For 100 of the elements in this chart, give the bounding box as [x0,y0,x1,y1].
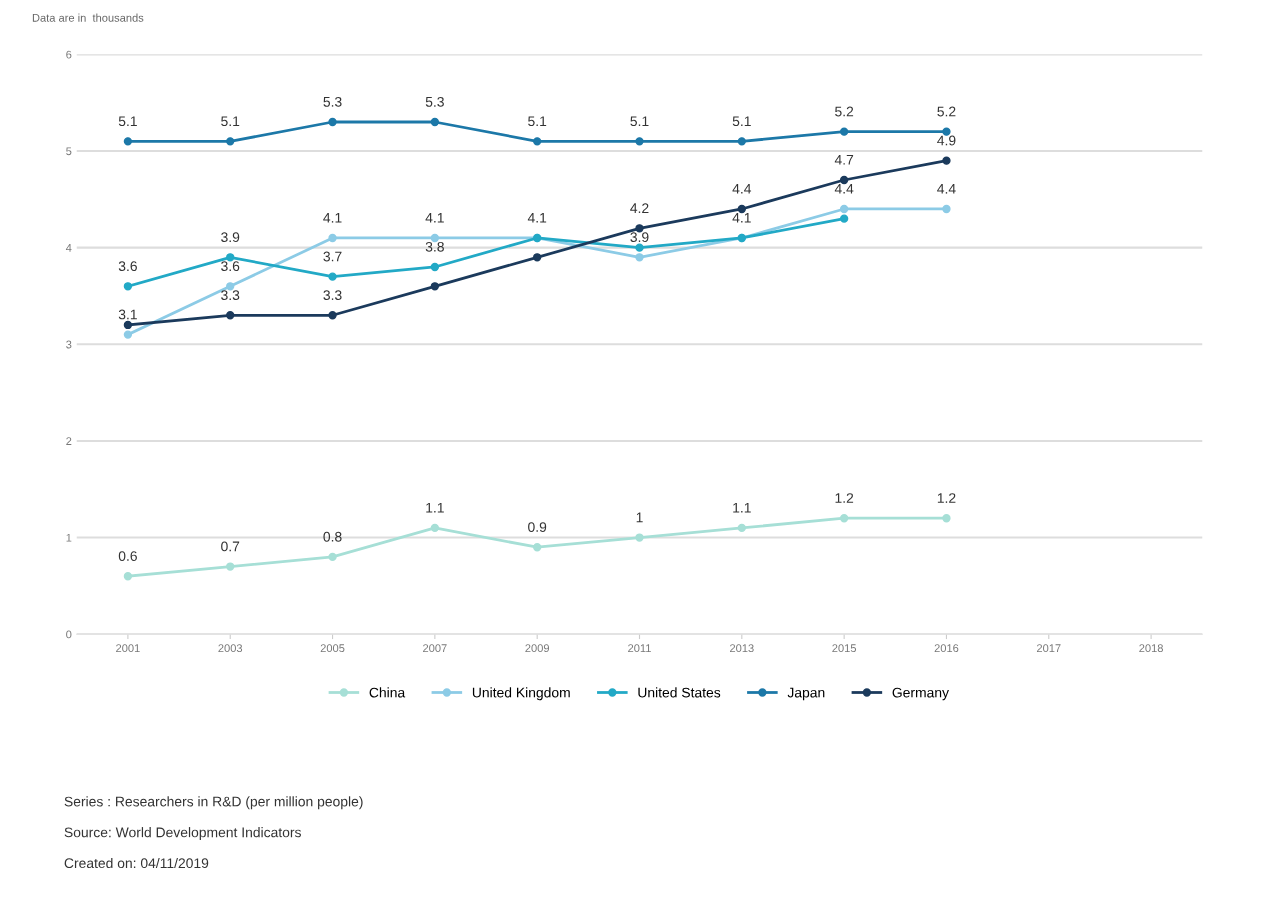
data-label: 0.7 [221,541,240,552]
point [328,272,337,281]
point [737,523,746,533]
data-label: 0.8 [323,531,342,542]
point [430,262,440,272]
point [533,543,542,552]
point [635,253,644,262]
point [839,127,849,136]
x-tick-label: 2016 [934,644,959,653]
point [533,137,542,146]
x-tick-label: 2009 [525,644,550,653]
text: Series : Researchers in R&D (per million people) [64,796,363,810]
y-tick-label: 5 [66,147,72,156]
data-label: 1.1 [426,502,444,513]
data-label: 4.7 [834,155,854,165]
point [328,552,337,562]
x-tick-label: 2013 [730,644,754,653]
data-label: 4.4 [834,184,854,194]
data-label: 1.1 [733,502,751,513]
data-label: 5.2 [937,106,956,117]
data-label: 4.4 [732,184,752,194]
point [328,233,337,243]
data-label: 3.3 [323,290,342,301]
point [123,330,133,339]
x-tick-label: 2011 [628,644,651,653]
point [533,253,542,262]
data-label: 3.8 [425,241,444,252]
data-label: 5.2 [835,106,854,117]
point [430,282,440,291]
data-label: 4.9 [937,135,956,146]
point [942,156,951,165]
x-tick-label: 2007 [423,644,447,653]
point [226,311,235,320]
data-label: 4.2 [630,203,649,213]
point [635,243,644,252]
data-label: 5.1 [118,116,137,127]
data-label: 5.3 [323,96,342,107]
x-tick-label: 2001 [116,644,140,653]
point [839,175,849,185]
data-label: 0.6 [118,551,137,561]
point [839,514,849,523]
y-tick-label: 6 [66,50,72,59]
y-tick-label: 0 [66,630,72,639]
point [123,137,133,146]
data-label: 3.6 [118,261,137,272]
point [635,533,644,542]
legend-label: United Kingdom [472,687,570,701]
data-label: 3.6 [221,261,240,272]
data-label: 5.1 [630,116,649,127]
text: Created on: 04/11/2019 [64,857,209,869]
y-tick-label: 1 [66,533,72,542]
x-tick-label: 2015 [832,644,857,653]
data-label: 3.7 [323,251,342,262]
y-tick-label: 3 [66,340,72,349]
data-label: 5.1 [528,116,547,127]
x-tick-label: 2018 [1139,644,1163,653]
point [328,117,337,127]
point [839,214,849,223]
y-tick-label: 4 [65,244,72,252]
point [430,523,440,533]
data-label: 3.1 [118,309,137,320]
point [942,204,951,214]
data-label: 1.2 [937,493,956,503]
y-tick-label: 2 [66,437,72,445]
point [430,117,440,127]
data-label: 4.1 [732,213,751,223]
data-label: 5.3 [425,96,444,107]
x-tick-label: 2005 [320,644,345,653]
point [226,137,235,146]
point [123,572,133,581]
legend-label: United States [638,687,721,698]
data-label: 3.3 [221,290,240,301]
legend-label: China [369,687,406,698]
data-label: 4.4 [937,184,956,194]
point [942,514,951,523]
chart-subtitle: Data are in thousands [32,13,144,22]
point [737,204,746,214]
data-label: 0.9 [528,522,547,532]
point [737,137,746,146]
data-label: 4.1 [425,213,444,223]
data-label: 5.1 [732,116,751,127]
point [123,282,133,291]
data-label: 5.1 [221,116,240,127]
data-label: 1.2 [835,493,854,503]
data-label: 3.9 [630,232,649,243]
legend-label: Japan [787,687,825,701]
source-note: Source: World Development Indicators [64,827,301,841]
point [430,233,440,243]
data-label: 4.1 [527,213,547,223]
data-label: 1 [636,512,643,523]
point [123,320,133,330]
point [226,562,235,571]
point [328,311,337,320]
legend-label: Germany [892,687,949,701]
x-tick-label: 2017 [1036,644,1061,653]
point [635,137,644,146]
point [839,204,849,214]
data-label: 3.9 [221,232,240,243]
x-tick-label: 2003 [218,644,243,653]
data-label: 4.1 [323,213,342,223]
